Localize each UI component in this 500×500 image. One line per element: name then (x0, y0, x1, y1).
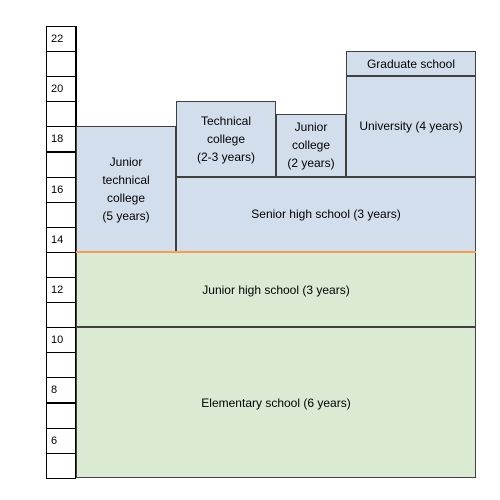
block-label-line: Senior high school (3 years) (251, 205, 400, 223)
age-tick-4: 18 (46, 126, 76, 152)
block-junior-college: Juniorcollege(2 years) (276, 114, 346, 177)
age-tick-8: 14 (46, 227, 76, 253)
age-tick-1 (46, 51, 76, 77)
block-label-line: college (292, 136, 330, 154)
age-tick-5 (46, 152, 76, 178)
block-label-line: Elementary school (6 years) (201, 394, 350, 412)
block-label-line: (2-3 years) (197, 148, 255, 166)
age-tick-17 (46, 453, 76, 479)
block-label-line: (5 years) (102, 207, 149, 225)
block-elementary: Elementary school (6 years) (76, 327, 476, 478)
block-label-line: Junior (295, 118, 328, 136)
block-graduate-school: Graduate school (346, 51, 476, 76)
block-label-line: Junior (110, 153, 143, 171)
education-diagram: 22 20 18 16 14 12 10 8 6 Elementary school (6 yea… (0, 0, 500, 500)
block-junior-high: Junior high school (3 years) (76, 252, 476, 327)
age-tick-14: 8 (46, 377, 76, 403)
block-junior-technical: Juniortechnicalcollege(5 years) (76, 126, 176, 252)
block-technical-college: Technicalcollege(2-3 years) (176, 101, 276, 176)
age-tick-6: 16 (46, 177, 76, 203)
block-label-line: Technical (201, 112, 251, 130)
age-tick-15 (46, 403, 76, 429)
age-tick-2: 20 (46, 76, 76, 102)
block-label-line: Graduate school (367, 55, 455, 73)
block-label-line: technical (102, 171, 149, 189)
age-tick-7 (46, 202, 76, 228)
age-tick-16: 6 (46, 428, 76, 454)
age-tick-10: 12 (46, 277, 76, 303)
age-tick-12: 10 (46, 327, 76, 353)
block-label-line: Junior high school (3 years) (202, 281, 349, 299)
age-tick-13 (46, 352, 76, 378)
age-tick-3 (46, 101, 76, 127)
block-label-line: (2 years) (287, 154, 334, 172)
age-tick-0: 22 (46, 26, 76, 52)
block-label-line: college (207, 130, 245, 148)
age-tick-9 (46, 252, 76, 278)
block-university: University (4 years) (346, 76, 476, 176)
block-senior-high: Senior high school (3 years) (176, 177, 476, 252)
block-label-line: University (4 years) (359, 117, 462, 135)
block-label-line: college (107, 189, 145, 207)
age-tick-11 (46, 302, 76, 328)
compulsory-boundary-line (76, 251, 476, 253)
